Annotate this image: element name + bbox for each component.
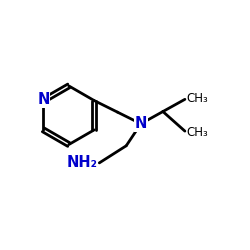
Text: N: N bbox=[37, 92, 50, 107]
Text: N: N bbox=[135, 116, 147, 131]
Text: CH₃: CH₃ bbox=[187, 92, 208, 104]
Text: NH₂: NH₂ bbox=[66, 156, 98, 170]
Text: CH₃: CH₃ bbox=[187, 126, 208, 139]
